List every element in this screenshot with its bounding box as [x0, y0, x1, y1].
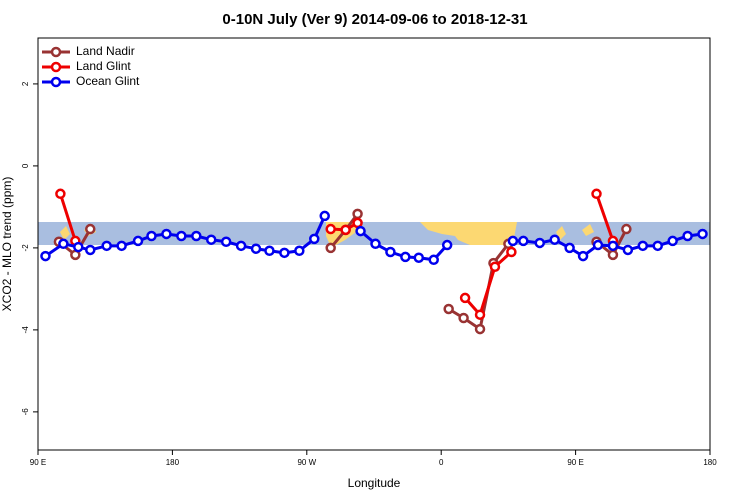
data-point: [85, 223, 96, 235]
data-point: [518, 235, 529, 247]
data-point: [443, 303, 454, 315]
x-tick-label: 90 E: [30, 458, 46, 467]
y-tick-label: 2: [21, 81, 30, 86]
data-point: [652, 240, 663, 252]
legend-marker: [50, 61, 62, 73]
legend-marker: [50, 46, 62, 58]
data-point: [474, 323, 486, 335]
y-tick-label: -6: [21, 408, 30, 416]
chart-title: 0-10N July (Ver 9) 2014-09-06 to 2018-12…: [222, 11, 527, 28]
data-point: [55, 188, 66, 200]
data-point: [370, 238, 381, 250]
x-tick-label: 90 W: [297, 458, 316, 467]
data-point: [697, 228, 708, 240]
data-point: [161, 228, 172, 240]
data-point: [325, 242, 336, 254]
data-point: [101, 240, 112, 252]
data-point: [607, 249, 619, 261]
data-point: [506, 246, 517, 258]
data-point: [577, 250, 589, 262]
data-point: [220, 236, 232, 247]
data-point: [622, 244, 634, 256]
x-tick-label: 0: [439, 458, 444, 467]
data-point: [319, 210, 330, 222]
y-axis-label: XCO2 - MLO trend (ppm): [0, 177, 14, 312]
legend-marker: [50, 76, 62, 88]
data-point: [85, 244, 96, 256]
data-point: [637, 240, 649, 252]
data-point: [564, 242, 575, 254]
data-point: [40, 250, 51, 262]
data-point: [621, 223, 632, 235]
data-point: [146, 230, 157, 242]
data-point: [250, 243, 262, 254]
data-point: [489, 261, 501, 273]
data-point: [592, 239, 604, 251]
land-africa: [420, 222, 517, 245]
data-point: [352, 208, 363, 220]
land-islands: [556, 224, 594, 240]
data-point: [591, 188, 602, 200]
data-point: [325, 223, 336, 235]
x-axis-label: Longitude: [348, 476, 401, 490]
x-tick-label: 180: [166, 458, 180, 467]
y-tick-label: -4: [21, 326, 30, 334]
data-point: [549, 234, 560, 245]
data-point: [667, 235, 678, 247]
data-point: [474, 309, 486, 320]
data-point: [428, 254, 439, 266]
data-point: [116, 240, 127, 252]
data-point: [264, 245, 275, 257]
legend-label: Land Nadir: [76, 44, 135, 58]
data-point: [458, 312, 469, 324]
data-point: [58, 238, 69, 250]
x-tick-label: 90 E: [567, 458, 583, 467]
legend-label: Land Glint: [76, 59, 131, 73]
data-point: [294, 245, 305, 257]
data-point: [205, 234, 217, 245]
y-tick-label: 0: [21, 163, 30, 168]
y-tick-label: -2: [21, 244, 30, 252]
data-point: [132, 235, 144, 247]
data-point: [441, 239, 453, 251]
data-point: [355, 225, 366, 237]
data-point: [385, 246, 396, 258]
data-point: [682, 230, 693, 242]
data-point: [400, 251, 411, 263]
data-point: [413, 252, 425, 263]
data-point: [309, 233, 320, 245]
x-tick-label: 180: [703, 458, 717, 467]
data-point: [279, 247, 290, 259]
data-point: [534, 237, 546, 249]
legend-label: Ocean Glint: [76, 74, 140, 88]
data-point: [176, 230, 187, 242]
data-point: [607, 240, 619, 252]
data-point: [352, 217, 363, 229]
data-point: [191, 230, 202, 242]
data-point: [507, 235, 519, 247]
data-point: [73, 241, 84, 253]
data-point: [340, 224, 351, 236]
series-line: [58, 193, 615, 318]
plot-frame: [37, 37, 711, 451]
data-point: [235, 240, 247, 252]
data-point: [459, 292, 471, 304]
